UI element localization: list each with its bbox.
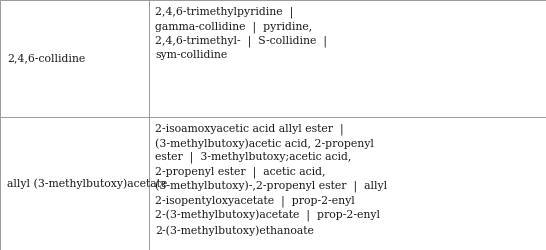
Text: 2-isoamoxyacetic acid allyl ester  |
(3-methylbutoxy)acetic acid, 2-propenyl
est: 2-isoamoxyacetic acid allyl ester | (3-m… — [156, 124, 388, 236]
Text: 2,4,6-trimethylpyridine  |
gamma-collidine  |  pyridine,
2,4,6-trimethyl-  |  S-: 2,4,6-trimethylpyridine | gamma-collidin… — [156, 7, 328, 60]
Text: allyl (3-methylbutoxy)acetate: allyl (3-methylbutoxy)acetate — [7, 178, 167, 189]
Text: 2,4,6-collidine: 2,4,6-collidine — [7, 54, 85, 64]
